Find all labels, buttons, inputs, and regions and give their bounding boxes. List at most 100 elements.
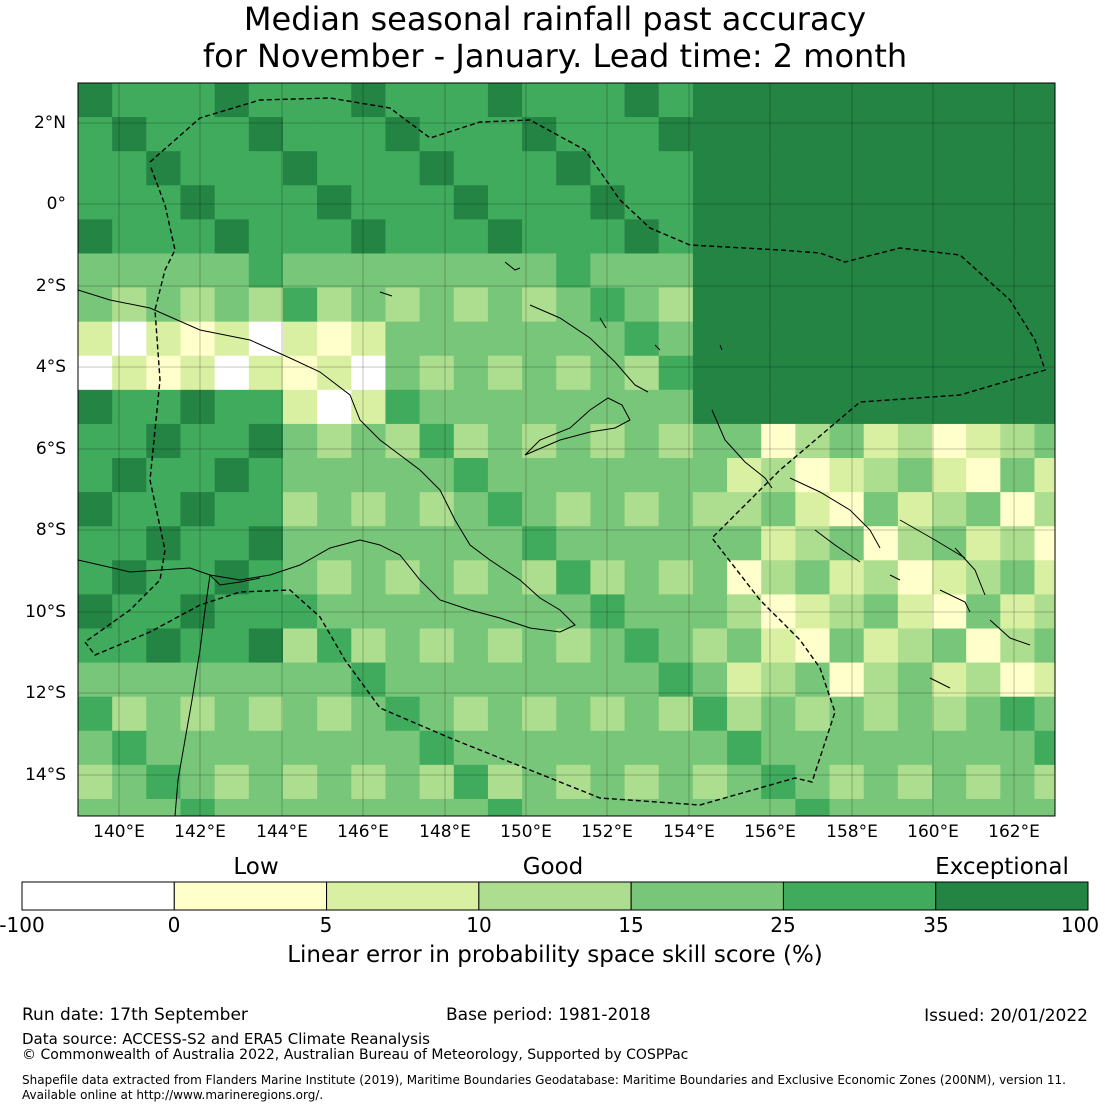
skill-cell [487, 492, 523, 527]
skill-cell [351, 560, 387, 595]
skill-cell [795, 492, 831, 527]
skill-cell [419, 423, 455, 459]
colorbar-tick: 35 [923, 913, 949, 937]
skill-cell [590, 83, 626, 118]
skill-cell [624, 321, 660, 357]
skill-cell [78, 458, 113, 493]
skill-cell [863, 321, 899, 357]
skill-cell [248, 628, 284, 664]
skill-cell [112, 321, 147, 357]
skill-cell [932, 117, 967, 152]
skill-cell [522, 696, 557, 732]
lon-tick-label: 142°E [174, 822, 226, 842]
skill-cell [863, 798, 899, 816]
skill-cell [522, 185, 557, 220]
skill-cell [487, 458, 523, 493]
skill-cell [180, 253, 216, 289]
skill-cell [1034, 526, 1055, 561]
map-gridlines [78, 83, 1055, 816]
lon-tick-label: 154°E [663, 822, 715, 842]
skill-cell [761, 287, 796, 323]
skill-cell [1034, 219, 1055, 255]
skill-cell [146, 253, 182, 289]
skill-cell [78, 117, 113, 152]
skill-cell [1000, 594, 1036, 630]
skill-cell [761, 151, 796, 186]
skill-cell [795, 560, 831, 595]
skill-cell [180, 389, 216, 425]
lat-tick-label: 4°S [35, 357, 66, 377]
skill-cell [180, 219, 216, 255]
colorbar-tick: -100 [0, 913, 45, 937]
skill-cell [727, 117, 762, 152]
skill-cell [78, 594, 113, 630]
skill-cell [966, 730, 1001, 766]
skill-cell [966, 321, 1001, 357]
skill-cell [966, 253, 1001, 289]
skill-cell [897, 764, 933, 800]
skill-cell [317, 798, 352, 816]
skill-cell [692, 662, 728, 698]
islands-coastline [379, 261, 951, 689]
skill-cell [761, 219, 796, 255]
skill-cell [829, 355, 865, 391]
skill-cell [966, 594, 1001, 630]
shapefile-credit-line2: Available online at http://www.marinereg… [22, 1088, 324, 1102]
skill-cell [761, 662, 796, 698]
skill-cell [829, 594, 865, 630]
skill-cell [829, 117, 865, 152]
skill-cell [351, 696, 387, 732]
colorbar-tick: 25 [770, 913, 796, 937]
skill-cell [112, 355, 147, 391]
skill-cell [146, 458, 182, 493]
skill-cell [761, 117, 796, 152]
skill-cell [453, 662, 489, 698]
skill-cell [214, 117, 250, 152]
skill-cell [863, 287, 899, 323]
skill-cell [385, 287, 421, 323]
skill-cell [590, 321, 626, 357]
skill-cell [624, 83, 660, 118]
skill-cell [658, 730, 694, 766]
skill-cell [624, 287, 660, 323]
skill-cell [522, 764, 557, 800]
skill-cell [761, 594, 796, 630]
skill-cell [317, 423, 352, 459]
skill-cell [180, 458, 216, 493]
skill-cell [795, 764, 831, 800]
skill-cell [453, 560, 489, 595]
skill-cell [282, 389, 318, 425]
skill-cell [214, 764, 250, 800]
skill-cell [1000, 117, 1036, 152]
skill-cell [590, 389, 626, 425]
skill-cell [248, 526, 284, 561]
skill-cell [727, 764, 762, 800]
skill-cell [214, 83, 250, 118]
skill-cell [351, 492, 387, 527]
skill-cell [180, 83, 216, 118]
skill-cell [966, 662, 1001, 698]
skill-cell [624, 458, 660, 493]
skill-cell [692, 321, 728, 357]
skill-cell [248, 287, 284, 323]
skill-cell [419, 287, 455, 323]
skill-cell [180, 287, 216, 323]
skill-cell [1034, 117, 1055, 152]
skill-cell [180, 594, 216, 630]
skill-cell [522, 662, 557, 698]
skill-cell [180, 321, 216, 357]
skill-cell [727, 560, 762, 595]
skill-cell [78, 730, 113, 766]
skill-cell [692, 526, 728, 561]
skill-cell [487, 730, 523, 766]
skill-cell [897, 287, 933, 323]
skill-cell [932, 798, 967, 816]
skill-cell [966, 389, 1001, 425]
lat-tick-label: 8°S [35, 520, 66, 540]
skill-cell [385, 117, 421, 152]
skill-cell [897, 594, 933, 630]
skill-cell [556, 253, 592, 289]
skill-cell [829, 730, 865, 766]
new-guinea-coastline [78, 289, 576, 633]
skill-cell [282, 662, 318, 698]
